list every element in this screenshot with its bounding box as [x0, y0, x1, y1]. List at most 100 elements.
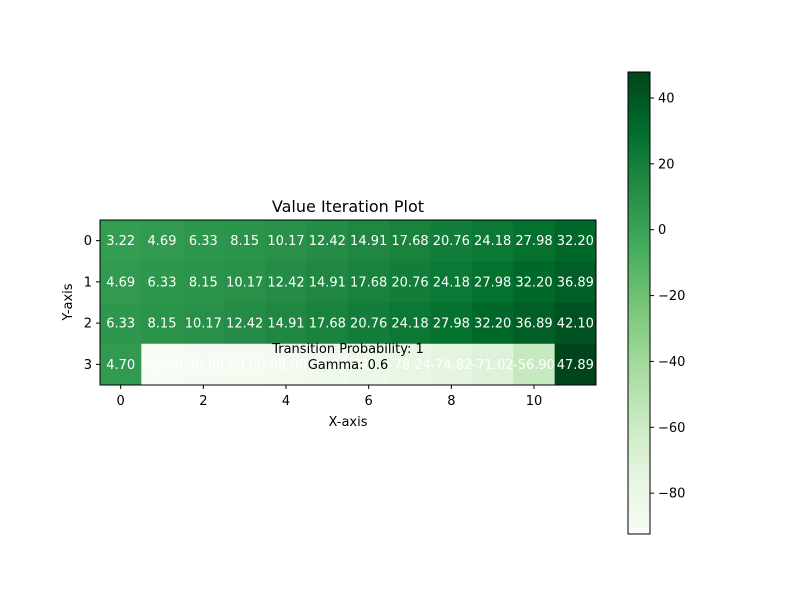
cell-value-label: 10.17 — [226, 275, 263, 290]
x-tick-label: 10 — [526, 394, 543, 409]
cell-value-label: 10.17 — [267, 234, 304, 249]
heatmap-cell — [141, 343, 184, 386]
y-tick-label: 0 — [84, 234, 92, 249]
heatmap-cell — [224, 220, 266, 262]
colorbar-tick-label: 20 — [658, 157, 675, 172]
colorbar-tick-label: 0 — [658, 223, 666, 238]
colorbar-ticks: 40 20 0 −20 −40 −60 −80 — [650, 91, 685, 502]
cell-value-label: 17.68 — [309, 317, 346, 332]
colorbar-tick-label: 40 — [658, 91, 675, 106]
heatmap-cell — [265, 220, 308, 262]
heatmap-cell — [141, 261, 184, 303]
cell-value-label: 4.69 — [106, 275, 135, 290]
cell-value-label: -74.82 — [430, 358, 472, 373]
heatmap-cell — [182, 343, 225, 386]
heatmap-cell — [306, 261, 349, 303]
annotation-transition-probability: Transition Probability: 1 — [271, 342, 424, 357]
heatmap-cell — [513, 343, 556, 386]
heatmap-cell — [513, 261, 556, 303]
x-tick-label: 6 — [365, 394, 373, 409]
heatmap-cell — [265, 343, 308, 386]
heatmap-cell — [430, 220, 473, 262]
cell-value-label: 27.98 — [433, 317, 470, 332]
cell-value-label: 24.18 — [433, 275, 470, 290]
cell-value-label: 14.91 — [267, 317, 304, 332]
colorbar-tick-label: −60 — [658, 421, 685, 436]
cell-value-label: -86.00 — [306, 358, 348, 373]
heatmap-cell — [182, 220, 225, 262]
heatmap-cell — [430, 302, 473, 345]
heatmap-cell — [430, 343, 473, 386]
x-axis-ticks: 0 2 4 6 8 10 — [117, 385, 543, 409]
y-axis-ticks: 0 1 2 3 — [84, 234, 100, 373]
cell-value-label: 24.18 — [474, 234, 511, 249]
x-tick-label: 0 — [117, 394, 125, 409]
cell-value-label: 12.42 — [226, 317, 263, 332]
cell-value-label: 8.15 — [230, 234, 259, 249]
cell-value-label: 32.20 — [515, 275, 552, 290]
cell-value-label: -88.00 — [265, 358, 307, 373]
cell-value-label: 42.10 — [557, 317, 594, 332]
heatmap-cell — [141, 220, 184, 262]
cell-value-label: 12.42 — [309, 234, 346, 249]
cell-value-label: 36.89 — [515, 317, 552, 332]
cell-value-label: -92.00 — [141, 358, 183, 373]
heatmap-cell — [554, 261, 597, 303]
cell-value-label: 6.33 — [189, 234, 218, 249]
heatmap-frame — [99, 219, 597, 386]
heatmap-cell — [265, 261, 308, 303]
cell-value-label: 27.98 — [515, 234, 552, 249]
heatmap-cell — [472, 220, 514, 262]
cell-value-label: 24.18 — [391, 317, 428, 332]
cell-value-label: 20.76 — [433, 234, 470, 249]
y-tick-label: 1 — [84, 275, 92, 290]
heatmap-cell — [182, 261, 225, 303]
heatmap-cell — [224, 261, 266, 303]
colorbar-tick-label: −40 — [658, 355, 685, 370]
cell-value-label: 32.20 — [557, 234, 594, 249]
cell-value-label: -56.90 — [513, 358, 555, 373]
heatmap-cell — [306, 220, 349, 262]
heatmap-cell — [389, 302, 432, 345]
heatmap-cell-labels: 3.22 4.69 6.33 8.15 10.17 12.42 14.91 17.68 20.7… — [106, 234, 594, 373]
x-axis-label: X-axis — [329, 415, 368, 430]
heatmap-cell — [472, 302, 514, 345]
heatmap-cell — [513, 220, 556, 262]
cell-value-label: -82.00 — [348, 358, 390, 373]
heatmap-cells — [100, 220, 597, 386]
y-tick-label: 2 — [84, 317, 92, 332]
x-tick-label: 2 — [199, 394, 207, 409]
heatmap-cell — [389, 343, 432, 386]
cell-value-label: -71.02 — [472, 358, 514, 373]
cell-value-label: 10.17 — [185, 317, 222, 332]
colorbar-tick-label: −20 — [658, 289, 685, 304]
colorbar — [627, 71, 651, 535]
cell-value-label: 17.68 — [350, 275, 387, 290]
cell-value-label: -90.00 — [182, 358, 224, 373]
cell-value-label: 32.20 — [474, 317, 511, 332]
heatmap-cell — [348, 261, 390, 303]
cell-value-label: 36.89 — [557, 275, 594, 290]
heatmap-cell — [554, 343, 597, 386]
x-tick-label: 8 — [447, 394, 455, 409]
cell-value-label: 47.89 — [557, 358, 594, 373]
cell-value-label: 20.76 — [391, 275, 428, 290]
y-tick-label: 3 — [84, 358, 92, 373]
cell-value-label: 4.70 — [106, 358, 135, 373]
heatmap-cell — [100, 261, 142, 303]
cell-value-label: 14.91 — [309, 275, 346, 290]
heatmap-cell — [389, 220, 432, 262]
heatmap-cell — [348, 302, 390, 345]
heatmap-cell — [306, 302, 349, 345]
heatmap-cell — [141, 302, 184, 345]
heatmap-cell — [265, 302, 308, 345]
heatmap-cell — [513, 302, 556, 345]
heatmap-cell — [224, 343, 266, 386]
cell-value-label: 6.33 — [106, 317, 135, 332]
cell-value-label: -78.24 — [389, 358, 431, 373]
cell-value-label: 8.15 — [189, 275, 218, 290]
cell-value-label: 14.91 — [350, 234, 387, 249]
heatmap-cell — [554, 302, 597, 345]
heatmap-cell — [100, 343, 142, 386]
